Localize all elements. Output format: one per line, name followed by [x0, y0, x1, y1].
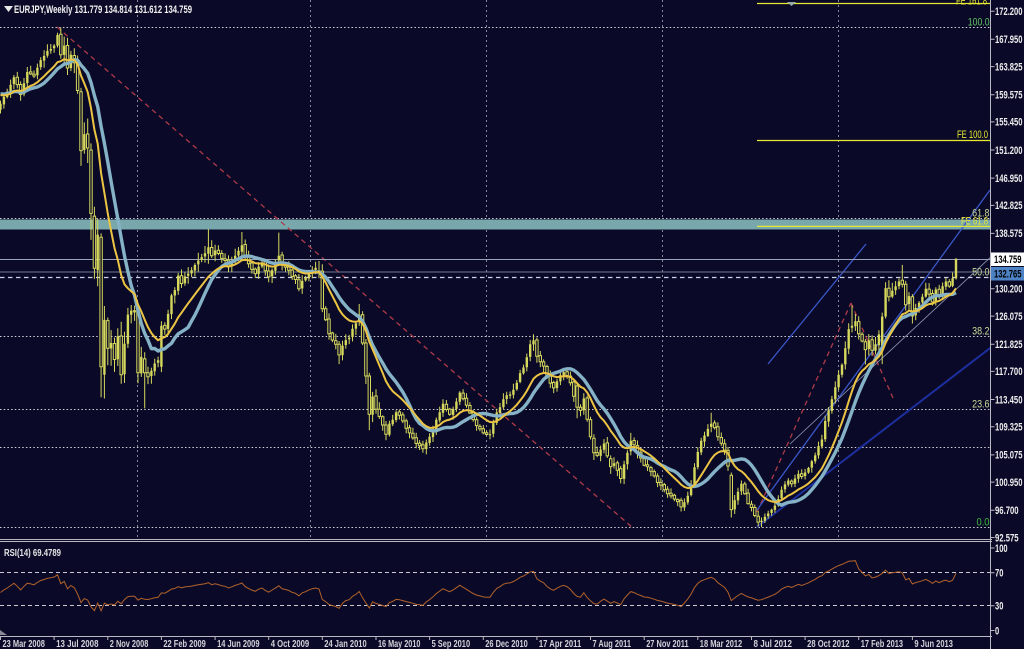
svg-text:142.825: 142.825 — [995, 200, 1023, 212]
svg-text:28 Oct 2012: 28 Oct 2012 — [807, 638, 850, 649]
svg-text:16 May 2010: 16 May 2010 — [378, 638, 421, 649]
svg-text:100.0: 100.0 — [968, 17, 990, 29]
svg-text:22 Feb 2009: 22 Feb 2009 — [163, 638, 206, 649]
svg-text:132.765: 132.765 — [994, 269, 1022, 281]
svg-text:14 Jun 2009: 14 Jun 2009 — [217, 638, 260, 649]
svg-text:146.950: 146.950 — [995, 173, 1023, 185]
svg-text:FE 100.0: FE 100.0 — [957, 129, 988, 141]
svg-text:96.700: 96.700 — [995, 505, 1019, 517]
svg-text:163.825: 163.825 — [995, 61, 1023, 73]
svg-text:113.450: 113.450 — [995, 394, 1023, 406]
svg-text:FE 161.8: FE 161.8 — [956, 0, 987, 8]
svg-text:23.6: 23.6 — [972, 399, 989, 411]
svg-text:0.0: 0.0 — [977, 517, 990, 529]
svg-text:23 Mar 2008: 23 Mar 2008 — [3, 638, 46, 649]
svg-text:EURJPY,Weekly 131.779 134.814: EURJPY,Weekly 131.779 134.814 131.612 13… — [14, 4, 192, 16]
svg-text:13 Jul 2008: 13 Jul 2008 — [56, 638, 99, 649]
svg-text:7 Aug 2011: 7 Aug 2011 — [593, 638, 632, 649]
svg-text:4 Oct 2009: 4 Oct 2009 — [271, 638, 310, 649]
svg-text:30: 30 — [995, 601, 1003, 613]
svg-text:FE 61.8: FE 61.8 — [961, 216, 988, 228]
svg-text:117.700: 117.700 — [995, 366, 1023, 378]
svg-text:172.200: 172.200 — [995, 6, 1023, 18]
svg-text:126.075: 126.075 — [995, 311, 1023, 323]
svg-text:167.950: 167.950 — [995, 34, 1023, 46]
svg-text:70: 70 — [995, 568, 1003, 580]
svg-text:100.950: 100.950 — [995, 477, 1023, 489]
svg-text:8 Jul 2012: 8 Jul 2012 — [754, 638, 793, 649]
svg-text:18 Mar 2012: 18 Mar 2012 — [700, 638, 743, 649]
svg-text:27 Nov 2011: 27 Nov 2011 — [646, 638, 689, 649]
svg-text:24 Jan 2010: 24 Jan 2010 — [324, 638, 367, 649]
svg-text:0: 0 — [995, 625, 999, 637]
svg-text:38.2: 38.2 — [972, 326, 989, 338]
svg-text:134.759: 134.759 — [994, 254, 1022, 266]
svg-text:109.325: 109.325 — [995, 422, 1023, 434]
svg-text:121.825: 121.825 — [995, 339, 1023, 351]
svg-text:17 Feb 2013: 17 Feb 2013 — [861, 638, 904, 649]
svg-text:5 Sep 2010: 5 Sep 2010 — [432, 638, 471, 649]
svg-text:100: 100 — [995, 543, 1008, 555]
svg-text:155.450: 155.450 — [995, 117, 1023, 129]
svg-text:50.0: 50.0 — [972, 266, 989, 278]
svg-text:105.075: 105.075 — [995, 450, 1023, 462]
svg-text:26 Dec 2010: 26 Dec 2010 — [485, 638, 528, 649]
svg-text:17 Apr 2011: 17 Apr 2011 — [539, 638, 582, 649]
svg-text:151.200: 151.200 — [995, 145, 1023, 157]
svg-text:9 Jun 2013: 9 Jun 2013 — [914, 638, 953, 649]
svg-text:RSI(14) 69.4789: RSI(14) 69.4789 — [4, 547, 61, 559]
svg-text:2 Nov 2008: 2 Nov 2008 — [110, 638, 149, 649]
svg-text:159.575: 159.575 — [995, 90, 1023, 102]
svg-text:61.8: 61.8 — [972, 208, 989, 220]
svg-text:138.575: 138.575 — [995, 228, 1023, 240]
svg-text:130.200: 130.200 — [995, 284, 1023, 296]
svg-text:92.575: 92.575 — [995, 532, 1019, 544]
